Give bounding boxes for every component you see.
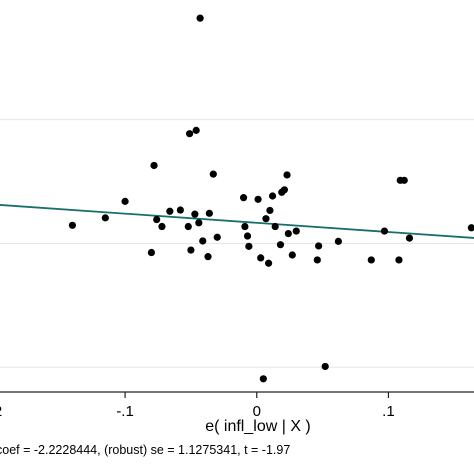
data-point [315, 242, 323, 250]
data-point [280, 186, 288, 194]
data-point [150, 161, 158, 170]
x-tick-label: -.1 [116, 403, 134, 420]
data-point [205, 209, 213, 217]
data-point [192, 126, 200, 134]
data-point [292, 227, 300, 235]
gridlines [0, 119, 474, 368]
data-point [283, 171, 291, 179]
data-point [101, 214, 109, 222]
data-point [213, 233, 221, 241]
data-point [245, 242, 253, 250]
x-tick-label: .1 [382, 403, 395, 420]
data-point [204, 253, 212, 261]
data-point [121, 197, 129, 205]
regression-note: coef = -2.2228444, (robust) se = 1.12753… [0, 443, 290, 457]
fit-line [0, 204, 474, 239]
data-point [147, 248, 156, 257]
data-point [259, 375, 267, 383]
data-point [184, 222, 192, 231]
data-point [209, 170, 217, 178]
data-point [334, 237, 342, 245]
data-point [400, 176, 408, 184]
data-point [241, 222, 249, 231]
data-point [276, 241, 285, 249]
data-point [262, 215, 270, 223]
x-tick-label: 0 [253, 403, 261, 420]
data-point [367, 256, 375, 264]
data-point [313, 256, 321, 264]
data-point [321, 362, 329, 371]
x-axis-title: e( infl_low | X ) [205, 418, 311, 435]
data-point [380, 227, 389, 235]
data-point [187, 246, 195, 254]
data-point [186, 130, 194, 138]
data-point [243, 232, 252, 240]
data-point [239, 194, 248, 202]
x-axis-ticks: -.2 -.1 0 .1 [0, 392, 395, 420]
data-point [405, 234, 414, 242]
data-point [268, 192, 277, 200]
data-point [271, 222, 279, 231]
data-point [68, 221, 77, 229]
x-tick-label: -.2 [0, 403, 2, 420]
data-point [158, 222, 166, 231]
data-point [395, 256, 403, 264]
data-point [176, 206, 184, 214]
data-point [199, 237, 207, 245]
data-point [467, 224, 474, 232]
data-point [153, 215, 161, 224]
data-points [68, 14, 474, 383]
data-point [257, 254, 265, 262]
data-point [191, 210, 199, 218]
data-point [265, 259, 273, 267]
data-point [166, 207, 174, 215]
data-point [254, 195, 262, 203]
data-point [266, 206, 274, 215]
data-point [288, 251, 296, 259]
data-point [284, 229, 292, 238]
data-point [196, 14, 204, 22]
data-point [195, 219, 203, 227]
